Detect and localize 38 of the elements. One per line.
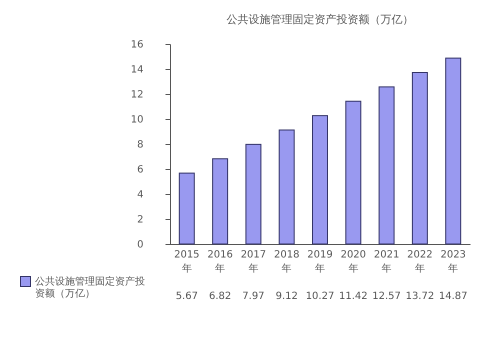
data-label: 5.67 (176, 291, 198, 302)
y-tick-label: 10 (130, 114, 144, 126)
y-tick-label: 8 (137, 140, 144, 150)
x-tick-label: 2015年 (174, 250, 200, 274)
bar (412, 72, 428, 244)
y-tick-label: 12 (130, 90, 144, 100)
bar (378, 86, 395, 244)
data-label: 12.57 (372, 291, 401, 302)
legend-label: 公共设施管理固定资产投资额（万亿） (35, 276, 145, 300)
y-tick-label: 2 (137, 214, 144, 226)
data-label: 6.82 (208, 291, 232, 302)
y-tick-label: 4 (137, 190, 144, 200)
bar (278, 130, 295, 244)
x-tick-label: 2023年 (440, 250, 466, 274)
data-label: 7.97 (242, 291, 265, 302)
bar (312, 115, 328, 244)
y-tick-label: 16 (130, 40, 144, 50)
bar (212, 158, 228, 244)
x-tick-label: 2017年 (240, 250, 266, 274)
bar (245, 144, 262, 244)
bar (445, 58, 462, 244)
x-tick-label: 2020年 (340, 250, 366, 274)
bar (345, 100, 362, 244)
data-label: 14.87 (438, 291, 468, 302)
bar (178, 172, 195, 244)
data-label: 11.42 (338, 291, 368, 302)
y-tick-label: 0 (137, 240, 144, 250)
x-tick-label: 2019年 (307, 250, 333, 274)
x-tick-label: 2022年 (407, 250, 433, 274)
y-tick-label: 6 (137, 164, 144, 176)
x-tick-label: 2018年 (274, 250, 300, 274)
data-label: 13.72 (406, 291, 434, 302)
data-label: 10.27 (306, 291, 334, 302)
x-tick-label: 2021年 (374, 250, 400, 274)
chart-title: 公共设施管理固定资产投资额（万亿） (226, 13, 414, 26)
x-tick-label: 2016年 (207, 250, 233, 274)
data-label: 9.12 (276, 291, 298, 302)
y-tick-label: 14 (130, 64, 144, 76)
